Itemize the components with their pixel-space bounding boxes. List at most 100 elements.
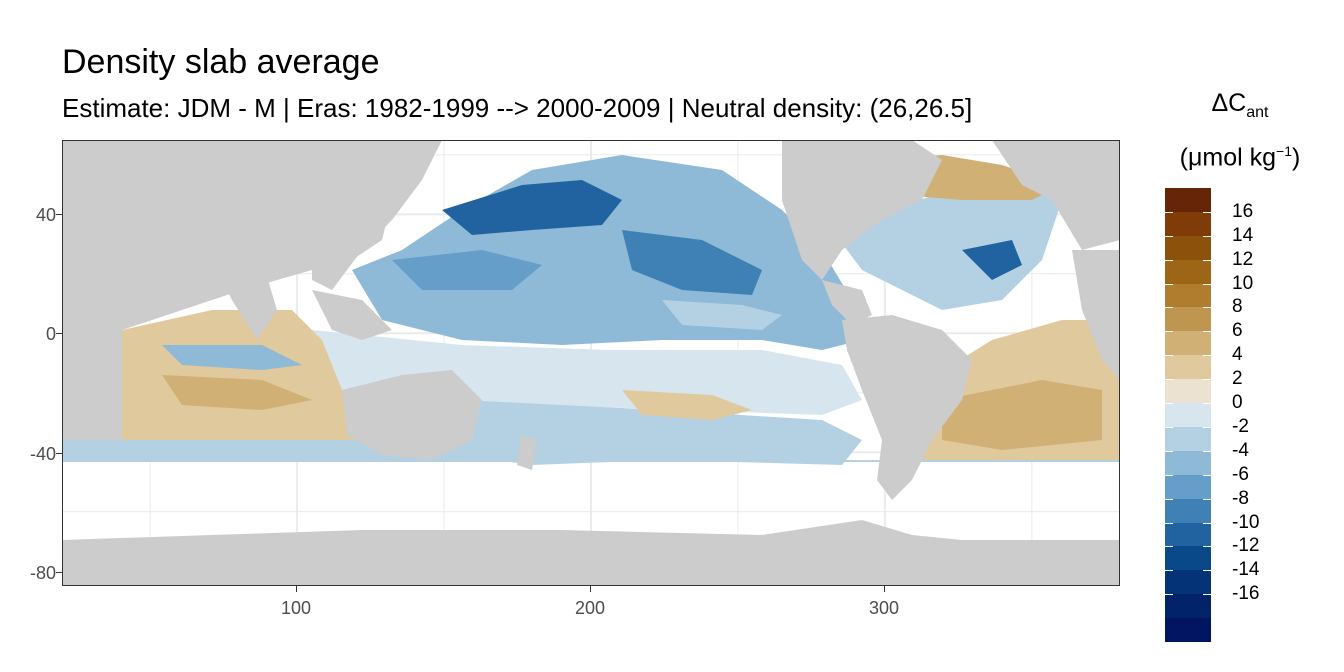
legend-swatch — [1165, 211, 1211, 237]
legend-label: -8 — [1232, 487, 1249, 509]
land-south-america — [842, 315, 972, 500]
legend-tickmark — [1165, 450, 1173, 452]
legend-title: ΔCant — [1150, 86, 1330, 130]
legend-swatch — [1165, 355, 1211, 380]
indian-ocean-tan — [162, 375, 312, 410]
legend-swatch — [1165, 259, 1211, 285]
legend-tickmark — [1203, 355, 1211, 357]
south-pacific-beige — [622, 390, 752, 420]
x-tick-label: 200 — [574, 598, 606, 618]
legend-tickmark — [1165, 426, 1173, 428]
legend-tickmark — [1203, 594, 1211, 596]
legend-tickmark — [1203, 235, 1211, 237]
legend-tickmark — [1203, 331, 1211, 333]
land-antarctica — [62, 520, 1120, 586]
land-europe-africa-east — [992, 140, 1120, 250]
y-tickmark — [56, 572, 62, 573]
legend-unit: (μmol kg−1) — [1150, 134, 1330, 174]
legend-label: -12 — [1232, 535, 1260, 557]
legend-tickmark — [1165, 498, 1173, 500]
legend-swatch — [1165, 188, 1211, 213]
legend-tickmark — [1165, 570, 1173, 572]
land-central-america — [822, 280, 872, 325]
y-tickmark — [56, 333, 62, 334]
legend-tickmark — [1165, 355, 1173, 357]
map-panel — [62, 140, 1120, 586]
legend-tickmark — [1165, 259, 1173, 261]
plot-title: Density slab average — [62, 43, 380, 81]
legend-swatch — [1165, 283, 1211, 308]
legend-label: -6 — [1232, 463, 1249, 485]
legend-tickmark — [1203, 546, 1211, 548]
legend-tickmark — [1203, 379, 1211, 381]
legend-label: -10 — [1232, 511, 1260, 533]
south-atlantic-tan — [942, 380, 1102, 450]
map-svg — [62, 140, 1120, 586]
legend-swatch — [1165, 498, 1211, 524]
x-tick-label: 300 — [868, 598, 900, 618]
land-australia — [342, 370, 482, 460]
north-pacific-band-1 — [622, 230, 762, 295]
legend-tickmark — [1203, 403, 1211, 405]
north-atlantic-deep — [962, 240, 1022, 280]
legend-swatch — [1165, 331, 1211, 356]
legend-swatch — [1165, 379, 1211, 404]
legend-swatch — [1165, 594, 1211, 619]
y-tick-label: -40 — [29, 444, 56, 464]
south-pacific — [462, 400, 862, 465]
legend-title-main: ΔC — [1211, 89, 1247, 117]
legend-tickmark — [1203, 522, 1211, 524]
x-tickmark — [884, 586, 885, 592]
legend-swatch — [1165, 403, 1211, 428]
legend-label: 0 — [1232, 392, 1243, 414]
y-tickmark — [56, 214, 62, 215]
land-layer — [62, 140, 1120, 586]
land-asia-east — [312, 140, 442, 290]
legend-swatch — [1165, 426, 1211, 452]
plot-subtitle: Estimate: JDM - M | Eras: 1982-1999 --> … — [62, 93, 973, 123]
legend-label: 4 — [1232, 344, 1243, 366]
legend-tickmark — [1165, 331, 1173, 333]
land-africa-east — [1072, 250, 1120, 380]
legend-tickmark — [1203, 498, 1211, 500]
legend-label: 10 — [1232, 272, 1254, 294]
land-africa — [62, 260, 122, 440]
legend-label: 16 — [1232, 200, 1254, 222]
legend-tickmark — [1203, 450, 1211, 452]
legend-label: 2 — [1232, 368, 1243, 390]
legend-tickmark — [1165, 403, 1173, 405]
y-tick-label: -80 — [29, 563, 56, 583]
legend-unit-pre: (μmol kg — [1179, 143, 1277, 172]
land-north-america — [782, 140, 942, 280]
legend-tickmark — [1165, 546, 1173, 548]
legend-tickmark — [1165, 594, 1173, 596]
y-tick-label: 0 — [45, 324, 56, 344]
legend-label: -4 — [1232, 439, 1249, 461]
legend-label: 8 — [1232, 296, 1243, 318]
legend-tickmark — [1165, 283, 1173, 285]
north-pacific-band-2 — [392, 250, 542, 290]
y-tickmark — [56, 453, 62, 454]
x-tick-label: 100 — [280, 598, 312, 618]
y-tick-label: 40 — [35, 205, 56, 225]
legend-label: 6 — [1232, 320, 1243, 342]
legend-tickmark — [1165, 235, 1173, 237]
legend-swatch — [1165, 522, 1211, 547]
legend-swatch — [1165, 307, 1211, 332]
legend-tickmark — [1203, 570, 1211, 572]
legend-label: -2 — [1232, 415, 1249, 437]
ocean-anomaly-layer — [62, 155, 1120, 465]
legend-tickmark — [1165, 307, 1173, 309]
indian-ocean-blue — [162, 345, 302, 370]
legend-tickmark — [1165, 474, 1173, 476]
legend-tickmark — [1203, 426, 1211, 428]
legend-tickmark — [1165, 211, 1173, 213]
legend-swatch — [1165, 570, 1211, 595]
land-india — [212, 260, 277, 340]
legend-unit-sup: −1 — [1276, 143, 1292, 159]
southern-band — [62, 440, 1120, 462]
legend-label: 12 — [1232, 248, 1254, 270]
legend-swatch — [1165, 474, 1211, 500]
legend-swatch — [1165, 618, 1211, 643]
legend-tickmark — [1203, 474, 1211, 476]
